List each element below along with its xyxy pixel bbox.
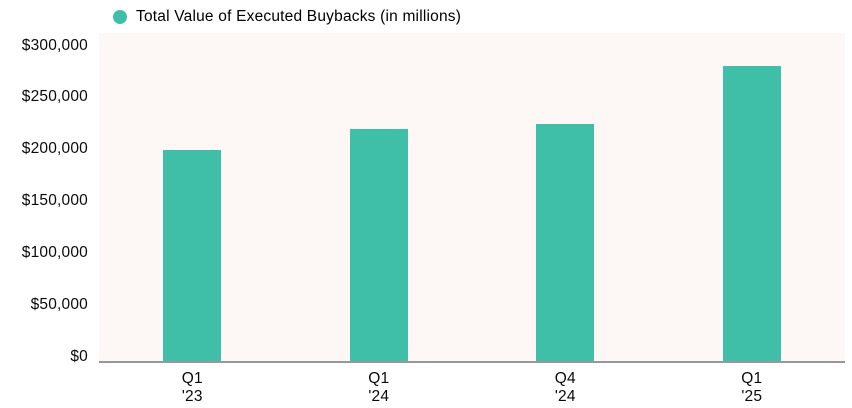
bar-column (286, 33, 473, 361)
x-tick-label: Q1'24 (368, 370, 390, 405)
bar-q1-23 (163, 150, 222, 361)
legend: Total Value of Executed Buybacks (in mil… (113, 8, 461, 26)
legend-marker-icon (113, 10, 127, 24)
y-tick-label: $100,000 (21, 244, 88, 262)
bar-column (659, 33, 846, 361)
x-tick-label: Q1'25 (741, 370, 763, 405)
y-axis: $0 $50,000 $100,000 $150,000 $200,000 $250,00… (0, 33, 88, 366)
bar-q1-24 (349, 129, 408, 361)
x-axis: Q1'23 Q1'24 Q4'24 Q1'25 (99, 370, 845, 406)
bar-q4-24 (536, 124, 595, 361)
legend-label: Total Value of Executed Buybacks (in mil… (136, 8, 462, 25)
y-tick-label: $150,000 (21, 192, 88, 210)
y-tick-label: $300,000 (21, 36, 88, 54)
bar-column (472, 33, 659, 361)
y-tick-label: $200,000 (21, 140, 88, 158)
x-tick-label: Q1'23 (181, 370, 203, 405)
y-tick-label: $50,000 (30, 296, 88, 314)
x-tick-label: Q4'24 (554, 370, 576, 405)
y-tick-label: $0 (70, 348, 88, 365)
bar-q1-25 (722, 66, 781, 361)
y-tick-label: $250,000 (21, 88, 88, 106)
bar-column (99, 33, 286, 361)
plot-area (99, 33, 845, 363)
